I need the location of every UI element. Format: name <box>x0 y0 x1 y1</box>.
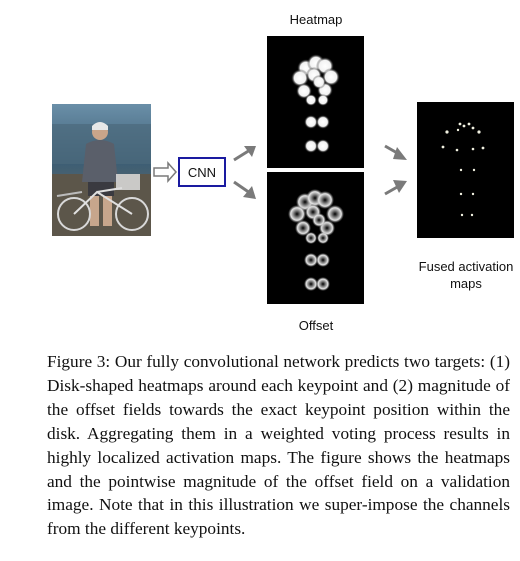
fused-label-line2: maps <box>450 276 482 291</box>
caption-text: Figure 3: Our fully convolutional networ… <box>47 352 510 539</box>
offset-panel <box>267 172 364 304</box>
heatmap-label: Heatmap <box>289 12 343 27</box>
arrow-heatmap-to-fused <box>384 144 407 160</box>
input-photo <box>52 104 151 236</box>
heatmap-panel <box>267 36 364 168</box>
arrow-offset-to-fused <box>384 180 407 196</box>
arrow-to-heatmap <box>233 146 256 162</box>
offset-label: Offset <box>298 318 334 333</box>
figure-diagram: CNN Heatmap <box>52 12 520 333</box>
cnn-label: CNN <box>187 164 217 180</box>
fused-activation-panel <box>417 102 514 238</box>
arrow-to-cnn <box>153 161 178 183</box>
cnn-box: CNN <box>178 157 226 187</box>
fused-label: Fused activation maps <box>405 258 520 292</box>
figure-caption: Figure 3: Our fully convolutional networ… <box>47 350 510 541</box>
fused-label-line1: Fused activation <box>418 259 514 274</box>
arrow-to-offset <box>233 180 256 199</box>
